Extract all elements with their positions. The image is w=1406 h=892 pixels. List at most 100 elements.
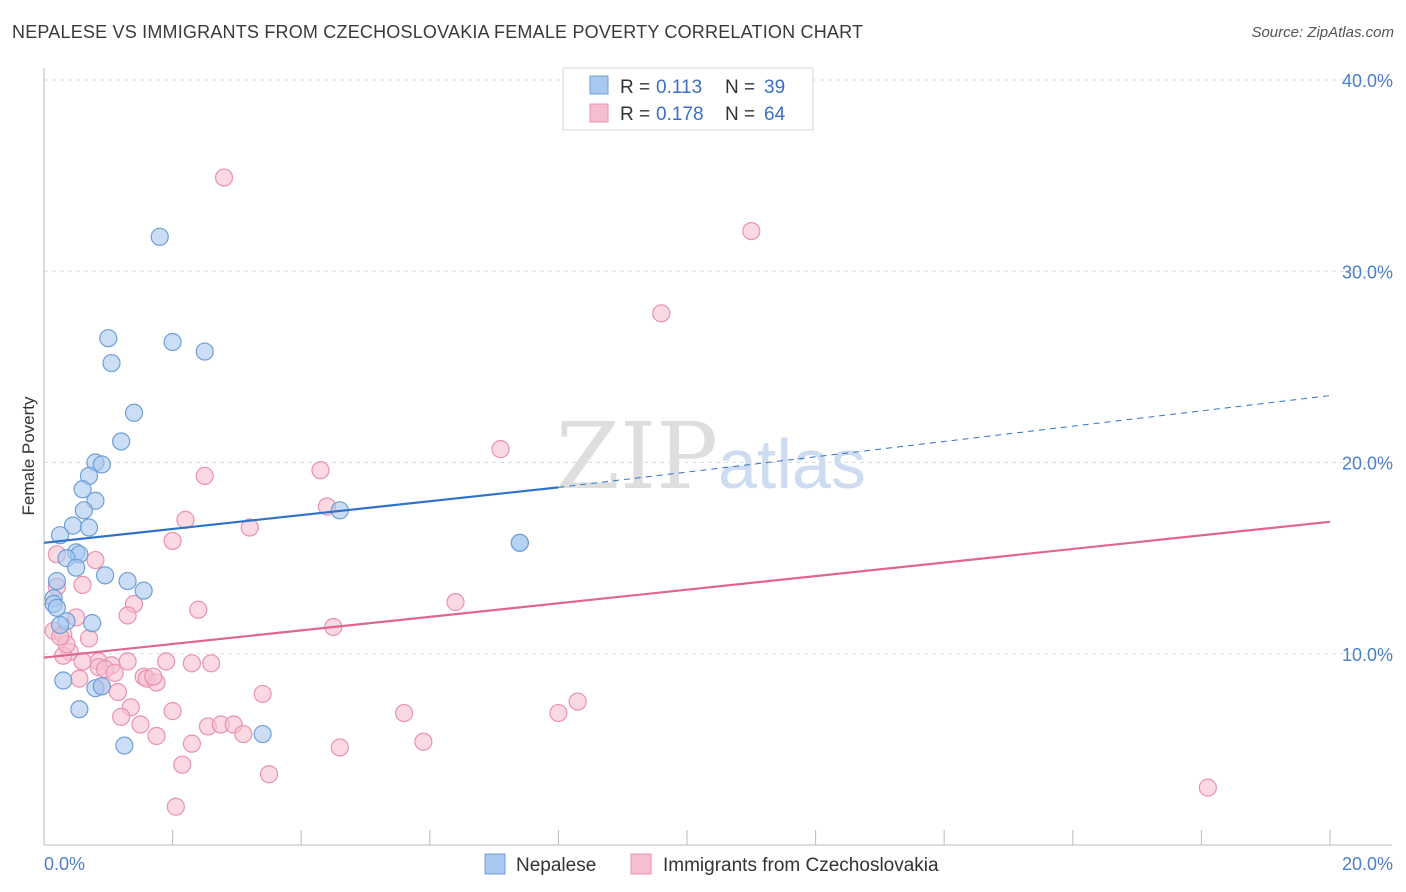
czech-point [70,669,89,688]
czech-point [652,304,671,323]
watermark-atlas: atlas [718,425,866,503]
czech-point [79,629,99,648]
nepalese-point [134,581,153,600]
legend-r-label-1: R = [620,77,650,98]
nepalese-point [92,677,111,696]
czech-point [214,168,234,187]
legend-swatch-nepalese [589,75,609,95]
legend-r-value-1: 0.113 [656,77,702,98]
source-label: Source: ZipAtlas.com [1251,24,1394,41]
czech-point [173,755,192,774]
nepalese-point [47,598,66,617]
czech-point [568,692,587,711]
nepalese-point [195,342,214,361]
czech-point [1198,778,1217,797]
y-tick-label: 30.0% [1342,262,1393,282]
czech-point [112,707,131,726]
czech-point [259,765,279,784]
czech-point [182,654,201,673]
czech-point [163,531,182,551]
nepalese-point [83,614,102,633]
czech-point [166,797,185,816]
legend-n-label-1: N = [725,77,755,98]
czech-point [394,703,414,723]
czech-point [311,461,330,480]
y-tick-labels: 10.0% 20.0% 30.0% 40.0% [1342,71,1393,665]
legend-n-value-2: 64 [764,104,786,125]
legend: R = 0.113 N = 39 R = 0.178 N = 64 [562,67,814,131]
czech-point [189,600,208,619]
nepalese-trend-extension [558,395,1331,488]
legend-swatch-czech [589,103,609,123]
czech-point [108,682,128,702]
czech-point [195,466,214,485]
czech-point [147,726,166,746]
czech-point [105,663,124,682]
czech-point [549,703,568,723]
nepalese-trend-line [43,486,559,544]
nepalese-point [73,480,92,499]
y-axis-label: Female Poverty [19,396,38,516]
czech-trend-line [43,520,1331,659]
czech-point [491,440,510,459]
czech-point [163,702,182,721]
bottom-legend-czech: Immigrants from Czechoslovakia [663,855,939,876]
bottom-legend-swatch-czech [630,853,652,875]
nepalese-point [150,227,169,246]
legend-n-value-1: 39 [764,77,785,98]
nepalese-point [253,724,272,744]
nepalese-point [112,432,131,451]
chart-title: NEPALESE VS IMMIGRANTS FROM CZECHOSLOVAK… [12,22,864,42]
axes [43,68,1392,846]
nepalese-point [115,736,134,755]
x-tick-label-max: 20.0% [1342,854,1393,874]
nepalese-point [54,671,73,690]
nepalese-point [95,566,115,585]
nepalese-point [99,329,118,348]
czech-point [240,518,259,537]
nepalese-point [92,455,111,474]
czech-point [202,654,221,673]
nepalese-point [50,526,70,545]
series-nepalese-points [44,227,529,755]
nepalese-point [50,615,70,635]
bottom-legend: Nepalese Immigrants from Czechoslovakia [484,853,939,876]
legend-r-label-2: R = [620,104,650,125]
nepalese-point [74,501,93,520]
nepalese-point [47,571,66,591]
nepalese-point [118,571,137,591]
czech-point [73,652,92,671]
nepalese-point [163,332,182,352]
nepalese-point [67,558,86,577]
nepalese-point [70,700,89,719]
y-tick-label: 10.0% [1342,645,1393,665]
czech-point [330,738,349,757]
czech-point [157,652,176,671]
watermark-zip: ZIP [556,403,718,510]
czech-point [414,732,433,751]
y-tick-label: 40.0% [1342,71,1393,91]
y-tick-label: 20.0% [1342,454,1393,474]
nepalese-point [510,533,529,552]
x-ticks [43,830,1331,845]
nepalese-point [79,518,99,537]
bottom-legend-swatch-nepalese [484,853,506,875]
nepalese-point [124,403,144,422]
trend-lines [43,395,1331,659]
czech-point [742,221,761,241]
czech-point [118,606,137,625]
legend-r-value-2: 0.178 [656,104,704,125]
czech-point [144,667,163,686]
bottom-legend-nepalese: Nepalese [516,855,596,876]
legend-n-label-2: N = [725,104,755,125]
czech-point [131,715,150,734]
czech-point [182,734,201,753]
czech-point [234,724,253,744]
gridlines [44,79,1392,655]
x-tick-label-min: 0.0% [44,854,85,874]
czech-point [253,684,272,704]
czech-point [446,593,465,612]
czech-point [86,550,105,570]
nepalese-point [102,353,121,373]
